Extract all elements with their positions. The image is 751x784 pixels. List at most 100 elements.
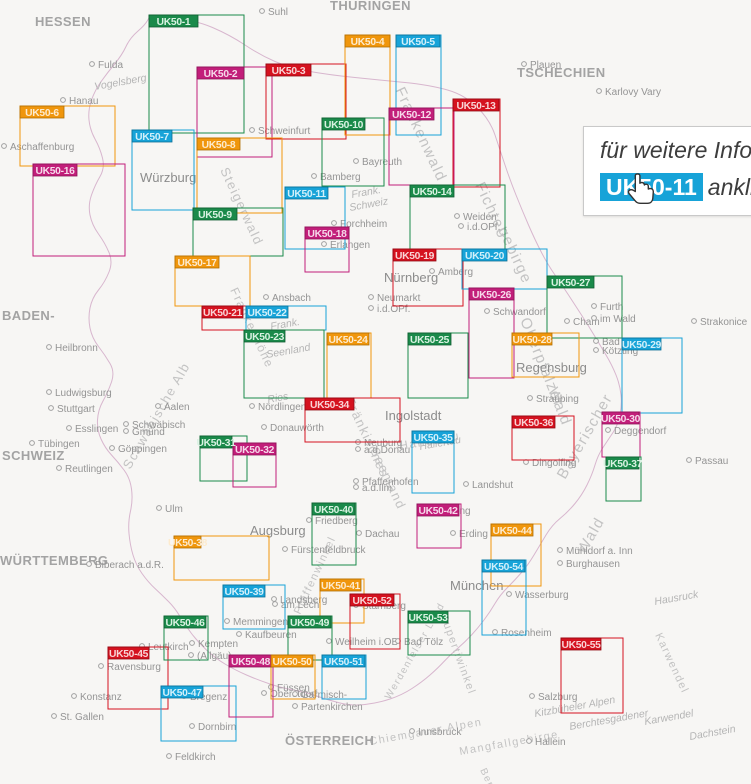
- svg-text:Landshut: Landshut: [472, 480, 513, 491]
- svg-text:am Lech: am Lech: [281, 600, 319, 611]
- svg-text:Friedberg: Friedberg: [315, 516, 358, 527]
- svg-text:HESSEN: HESSEN: [35, 14, 91, 29]
- svg-text:WÜRTTEMBERG: WÜRTTEMBERG: [0, 553, 108, 568]
- svg-text:UK50-53: UK50-53: [408, 613, 448, 624]
- svg-text:Fulda: Fulda: [98, 60, 123, 71]
- svg-text:UK50-42: UK50-42: [418, 506, 458, 517]
- svg-text:UK50-19: UK50-19: [395, 251, 435, 262]
- svg-text:Erding: Erding: [459, 529, 488, 540]
- svg-text:Ludwigsburg: Ludwigsburg: [55, 388, 112, 399]
- svg-text:UK50-50: UK50-50: [272, 657, 312, 668]
- svg-text:BADEN-: BADEN-: [2, 308, 55, 323]
- svg-text:UK50-45: UK50-45: [109, 649, 149, 660]
- svg-text:Weilheim i.OB: Weilheim i.OB: [335, 637, 398, 648]
- svg-text:Partenkirchen: Partenkirchen: [301, 702, 363, 713]
- svg-text:Biberach a.d.R.: Biberach a.d.R.: [95, 560, 164, 571]
- svg-text:UK50-17: UK50-17: [177, 258, 217, 269]
- svg-text:Strakonice: Strakonice: [700, 317, 748, 328]
- svg-text:UK50-44: UK50-44: [492, 526, 532, 537]
- svg-text:UK50-38: UK50-38: [168, 538, 208, 549]
- svg-text:Konstanz: Konstanz: [80, 692, 122, 703]
- svg-text:UK50-54: UK50-54: [484, 562, 524, 573]
- svg-text:Bad Tölz: Bad Tölz: [404, 637, 443, 648]
- svg-text:Reutlingen: Reutlingen: [65, 464, 113, 475]
- svg-text:a.d.Ilm: a.d.Ilm: [362, 483, 392, 494]
- svg-text:UK50-11: UK50-11: [287, 189, 326, 200]
- svg-text:ÖSTERREICH: ÖSTERREICH: [285, 733, 374, 748]
- svg-text:Dachau: Dachau: [365, 529, 399, 540]
- svg-text:Feldkirch: Feldkirch: [175, 752, 216, 763]
- svg-text:UK50-36: UK50-36: [514, 418, 554, 429]
- svg-text:UK50-29: UK50-29: [622, 340, 662, 351]
- svg-text:UK50-41: UK50-41: [321, 581, 361, 592]
- svg-text:Innsbruck: Innsbruck: [418, 727, 462, 738]
- svg-text:Ravensburg: Ravensburg: [107, 662, 161, 673]
- svg-text:UK50-46: UK50-46: [165, 618, 205, 629]
- svg-text:UK50-40: UK50-40: [314, 505, 354, 516]
- svg-text:UK50-10: UK50-10: [324, 120, 364, 131]
- svg-text:UK50-14: UK50-14: [412, 187, 452, 198]
- svg-text:UK50-2: UK50-2: [204, 69, 238, 80]
- svg-text:THÜRINGEN: THÜRINGEN: [330, 0, 411, 13]
- svg-text:UK50-1: UK50-1: [157, 17, 191, 28]
- svg-text:a.d.Donau: a.d.Donau: [364, 445, 410, 456]
- svg-text:UK50-24: UK50-24: [328, 335, 368, 346]
- svg-text:Göppingen: Göppingen: [118, 444, 167, 455]
- svg-text:Ulm: Ulm: [165, 504, 183, 515]
- svg-text:Amberg: Amberg: [438, 267, 473, 278]
- svg-text:Schwandorf: Schwandorf: [493, 307, 546, 318]
- svg-text:UK50-7: UK50-7: [135, 132, 169, 143]
- svg-text:Donauwörth: Donauwörth: [270, 423, 324, 434]
- svg-text:Heilbronn: Heilbronn: [55, 343, 98, 354]
- svg-text:UK50-55: UK50-55: [561, 640, 601, 651]
- svg-text:UK50-6: UK50-6: [25, 108, 59, 119]
- svg-text:Kempten: Kempten: [198, 639, 238, 650]
- svg-text:UK50-3: UK50-3: [272, 66, 306, 77]
- svg-text:Regensburg: Regensburg: [516, 360, 587, 375]
- svg-text:UK50-49: UK50-49: [290, 618, 330, 629]
- svg-text:Ingolstadt: Ingolstadt: [385, 408, 442, 423]
- svg-text:UK50-8: UK50-8: [202, 140, 236, 151]
- svg-text:UK50-32: UK50-32: [235, 445, 275, 456]
- svg-text:UK50-9: UK50-9: [198, 210, 232, 221]
- svg-text:Furth: Furth: [600, 302, 623, 313]
- svg-text:UK50-28: UK50-28: [512, 335, 552, 346]
- svg-text:UK50-39: UK50-39: [224, 587, 264, 598]
- svg-text:im Wald: im Wald: [600, 314, 636, 325]
- svg-text:Ansbach: Ansbach: [272, 293, 311, 304]
- svg-text:UK50-20: UK50-20: [465, 251, 505, 262]
- svg-text:UK50-26: UK50-26: [472, 290, 512, 301]
- svg-text:Memmingen: Memmingen: [233, 617, 288, 628]
- svg-text:i.d.OPf.: i.d.OPf.: [467, 222, 500, 233]
- svg-text:UK50-25: UK50-25: [410, 335, 450, 346]
- svg-text:UK50-27: UK50-27: [551, 278, 591, 289]
- svg-text:Bamberg: Bamberg: [320, 172, 361, 183]
- svg-text:Aalen: Aalen: [164, 402, 190, 413]
- svg-text:St. Gallen: St. Gallen: [60, 712, 104, 723]
- svg-text:Hanau: Hanau: [69, 96, 98, 107]
- svg-text:Mühldorf a. Inn: Mühldorf a. Inn: [566, 546, 633, 557]
- svg-text:Würzburg: Würzburg: [140, 170, 196, 185]
- svg-text:Fürstenfeldbruck: Fürstenfeldbruck: [291, 545, 366, 556]
- svg-text:UK50-16: UK50-16: [35, 166, 75, 177]
- svg-text:UK50-23: UK50-23: [245, 332, 285, 343]
- svg-text:UK50-22: UK50-22: [247, 308, 287, 319]
- svg-text:UK50-35: UK50-35: [413, 433, 453, 444]
- svg-text:UK50-51: UK50-51: [324, 657, 364, 668]
- svg-text:UK50-48: UK50-48: [231, 657, 271, 668]
- svg-text:UK50-37: UK50-37: [603, 459, 643, 470]
- svg-text:Gmünd: Gmünd: [132, 427, 165, 438]
- svg-text:UK50-13: UK50-13: [456, 101, 496, 112]
- svg-text:Nördlingen: Nördlingen: [258, 402, 306, 413]
- svg-text:UK50-5: UK50-5: [401, 37, 435, 48]
- svg-text:Stuttgart: Stuttgart: [57, 404, 95, 415]
- svg-text:Burghausen: Burghausen: [566, 559, 620, 570]
- svg-text:UK50-34: UK50-34: [310, 400, 350, 411]
- svg-text:Passau: Passau: [695, 456, 728, 467]
- svg-text:Bayreuth: Bayreuth: [362, 157, 402, 168]
- svg-text:UK50-12: UK50-12: [392, 110, 432, 121]
- svg-text:Straubing: Straubing: [536, 394, 579, 405]
- svg-text:Suhl: Suhl: [268, 7, 288, 18]
- svg-text:Kaufbeuren: Kaufbeuren: [245, 630, 297, 641]
- svg-text:UK50-47: UK50-47: [162, 688, 202, 699]
